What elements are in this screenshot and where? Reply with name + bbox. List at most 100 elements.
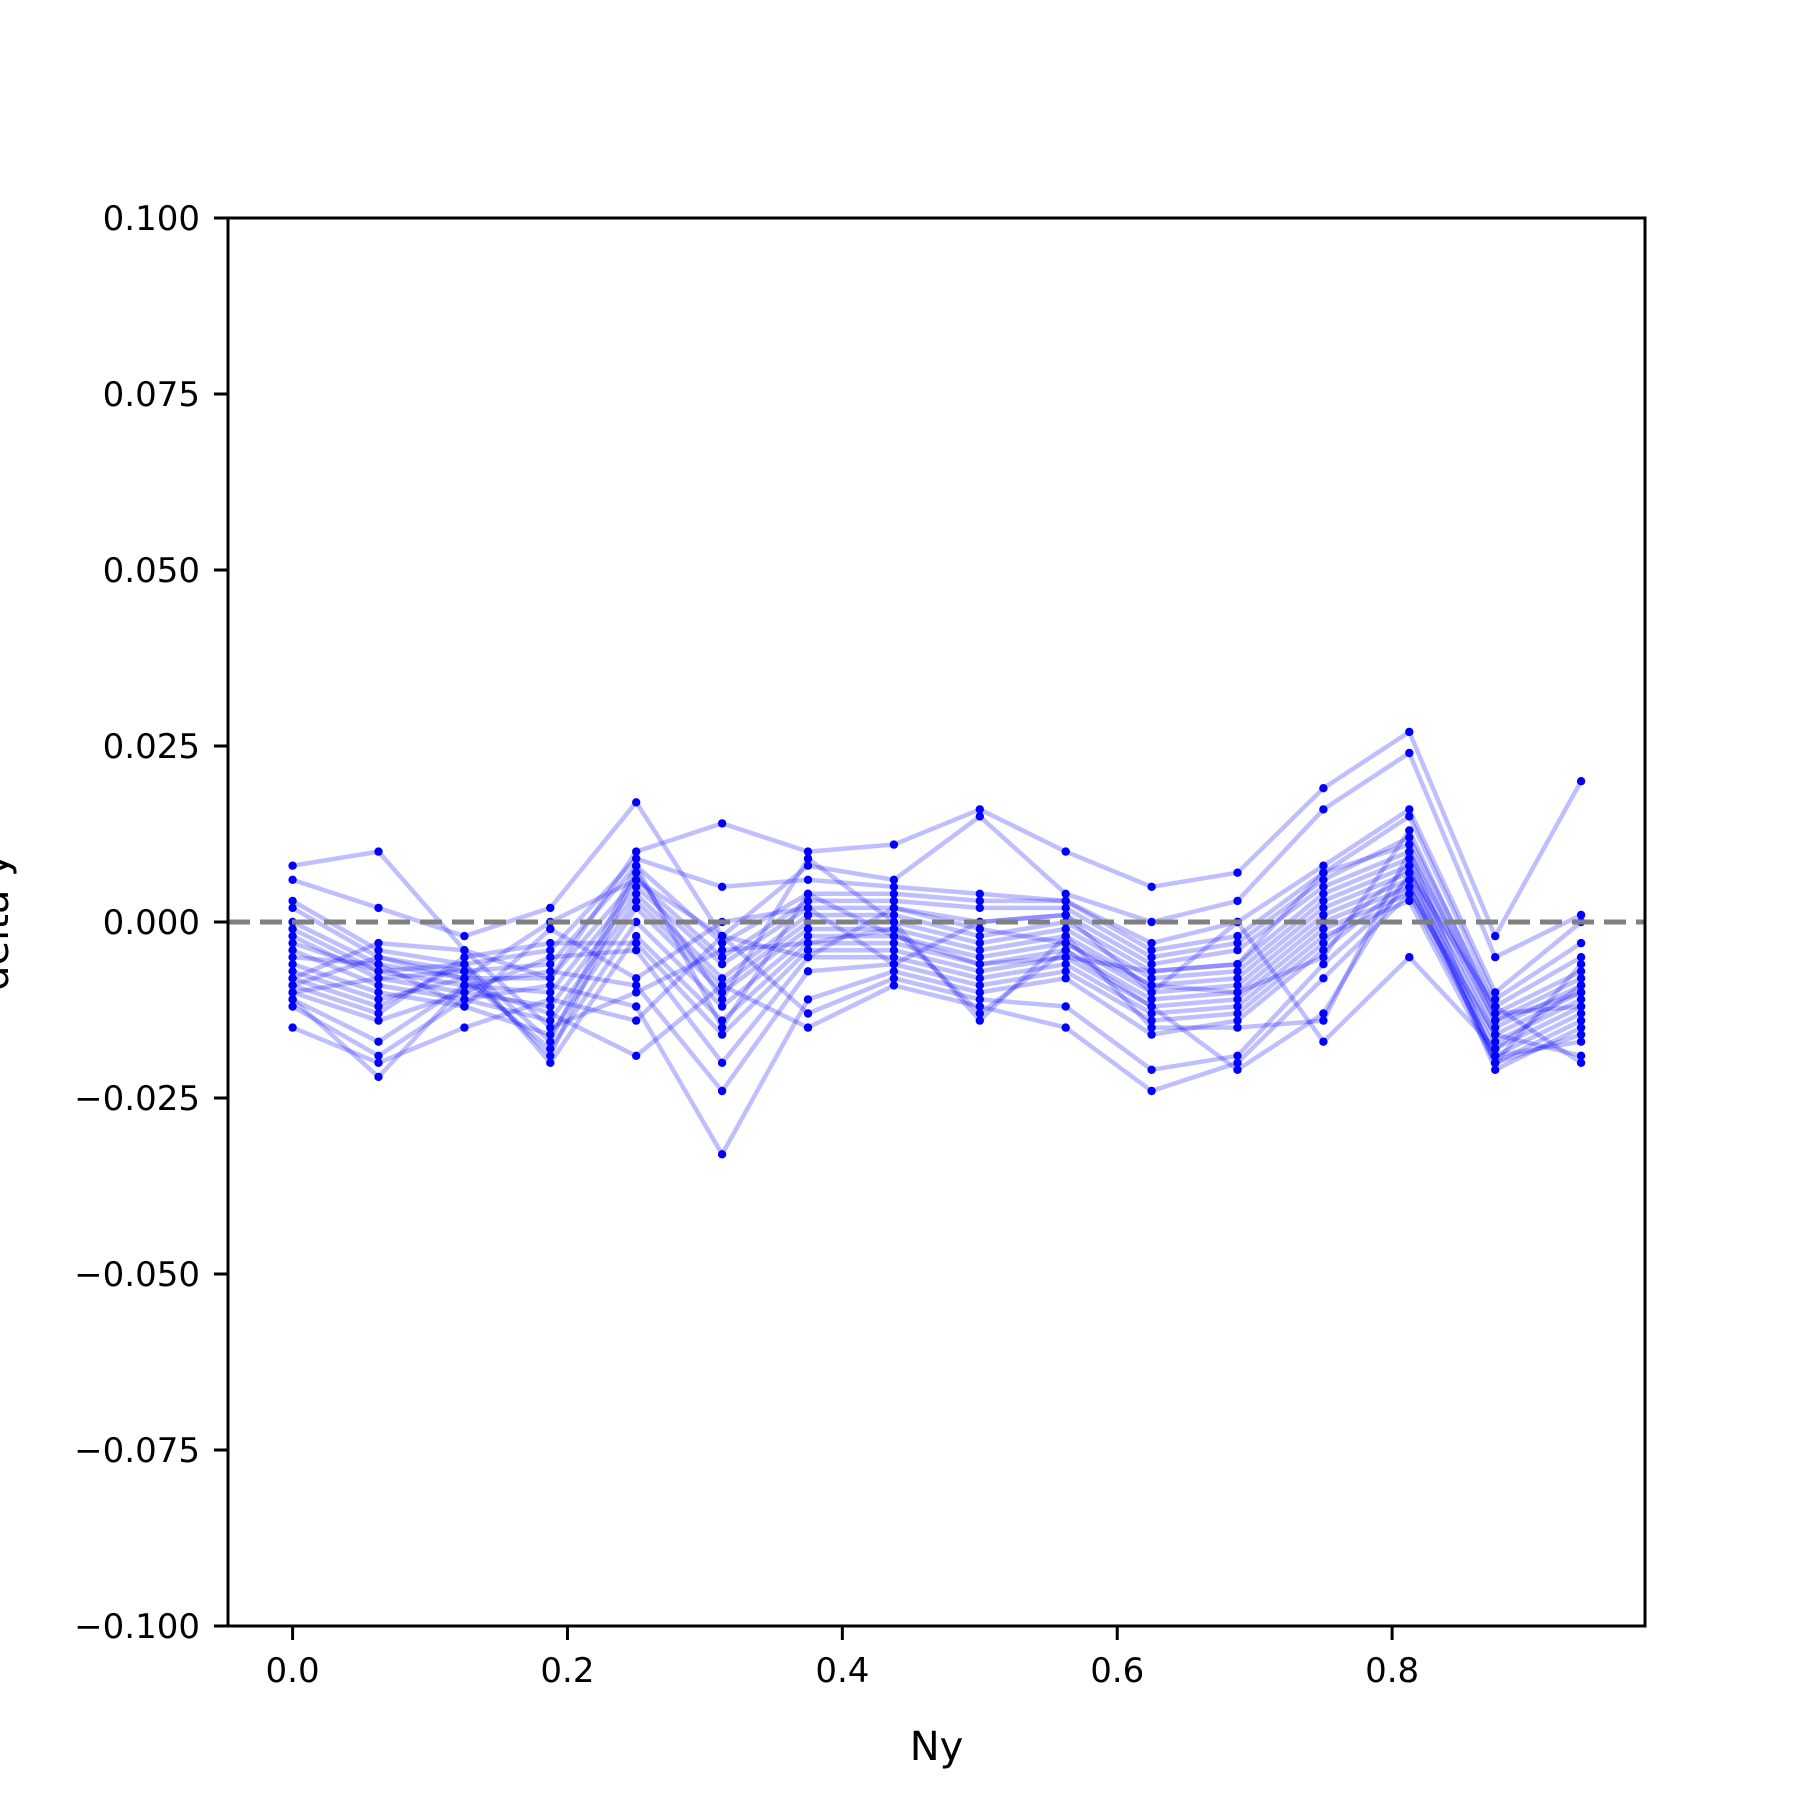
data-point bbox=[975, 1016, 984, 1025]
data-point bbox=[1576, 1058, 1586, 1068]
data-point bbox=[1233, 1023, 1242, 1032]
data-point bbox=[546, 1044, 555, 1053]
data-point bbox=[1576, 1009, 1586, 1018]
y-axis-label: delta y bbox=[0, 853, 18, 991]
data-point bbox=[717, 1150, 727, 1159]
data-point bbox=[288, 1023, 297, 1032]
data-point bbox=[288, 974, 297, 983]
data-point bbox=[1576, 777, 1586, 786]
data-point bbox=[975, 938, 984, 948]
data-point bbox=[803, 995, 813, 1004]
data-point bbox=[1491, 1058, 1500, 1068]
data-point bbox=[632, 988, 641, 997]
series-line-11 bbox=[291, 884, 1583, 1066]
data-point bbox=[975, 931, 984, 941]
data-point bbox=[1405, 896, 1414, 906]
data-point bbox=[1233, 868, 1242, 877]
data-point bbox=[288, 924, 297, 934]
data-point bbox=[975, 974, 984, 983]
data-point bbox=[546, 1030, 555, 1039]
data-point bbox=[1491, 1065, 1500, 1075]
x-tick-label: 0.6 bbox=[1090, 1651, 1144, 1691]
data-point bbox=[1147, 938, 1156, 948]
data-point bbox=[1061, 946, 1070, 955]
data-point bbox=[632, 875, 641, 884]
y-tick-label: −0.100 bbox=[74, 1607, 200, 1647]
data-point bbox=[803, 967, 813, 976]
data-point bbox=[1147, 1002, 1156, 1011]
data-point bbox=[717, 974, 727, 983]
data-point bbox=[803, 1009, 813, 1018]
data-point bbox=[1576, 938, 1586, 948]
data-point bbox=[1405, 840, 1414, 849]
data-point bbox=[460, 995, 469, 1004]
data-point bbox=[1405, 953, 1414, 962]
data-point bbox=[975, 981, 984, 990]
data-point bbox=[1233, 1016, 1242, 1025]
data-point bbox=[975, 953, 984, 962]
data-point bbox=[288, 931, 297, 941]
data-point bbox=[889, 981, 899, 990]
data-point bbox=[1576, 995, 1586, 1004]
data-point bbox=[288, 988, 297, 997]
data-point bbox=[889, 875, 899, 884]
data-point bbox=[975, 1009, 984, 1018]
data-point bbox=[632, 1051, 641, 1061]
data-point bbox=[1405, 812, 1414, 821]
data-point bbox=[889, 967, 899, 976]
data-point bbox=[1491, 1051, 1500, 1061]
data-point bbox=[1576, 1002, 1586, 1011]
data-point bbox=[1405, 854, 1414, 863]
data-point bbox=[374, 995, 383, 1004]
data-point bbox=[1147, 946, 1156, 955]
data-point bbox=[1061, 924, 1070, 934]
y-tick-label: 0.075 bbox=[103, 375, 200, 415]
data-point bbox=[889, 889, 899, 898]
data-point bbox=[632, 798, 641, 807]
data-point bbox=[1491, 1030, 1500, 1039]
series-line-4 bbox=[291, 814, 1583, 1002]
x-axis-label: Ny bbox=[910, 1724, 964, 1770]
data-point bbox=[1147, 882, 1156, 891]
data-point bbox=[1233, 995, 1242, 1004]
data-point bbox=[1319, 784, 1328, 793]
data-point bbox=[889, 960, 899, 969]
y-tick-label: 0.100 bbox=[103, 199, 200, 239]
data-point bbox=[889, 974, 899, 983]
data-point bbox=[803, 953, 813, 962]
y-tick-label: −0.050 bbox=[74, 1255, 200, 1295]
plot-frame bbox=[226, 216, 1647, 1628]
data-point bbox=[1147, 1016, 1156, 1025]
data-point bbox=[1405, 826, 1414, 835]
series-line-21 bbox=[291, 828, 1582, 1016]
data-point bbox=[1233, 1009, 1242, 1018]
y-tick-label: −0.025 bbox=[74, 1079, 200, 1119]
data-point bbox=[1233, 1065, 1242, 1075]
data-point bbox=[460, 1002, 469, 1011]
data-point bbox=[374, 953, 383, 962]
data-point bbox=[374, 938, 383, 948]
data-point bbox=[460, 931, 469, 941]
series-line-13 bbox=[291, 898, 1583, 1066]
y-tick-label: −0.075 bbox=[74, 1431, 200, 1471]
data-point bbox=[803, 847, 813, 856]
data-point bbox=[632, 931, 641, 941]
data-point bbox=[803, 875, 813, 884]
data-point bbox=[1061, 938, 1070, 948]
data-point bbox=[460, 1023, 469, 1032]
y-tick-label: 0.000 bbox=[103, 903, 200, 943]
data-point bbox=[374, 1009, 383, 1018]
data-point bbox=[975, 995, 984, 1004]
data-point bbox=[1319, 974, 1328, 983]
data-point bbox=[1233, 988, 1242, 997]
series-line-7 bbox=[291, 856, 1583, 1023]
data-point bbox=[1405, 875, 1414, 884]
data-point bbox=[632, 981, 641, 990]
data-point bbox=[1319, 924, 1328, 934]
data-point bbox=[1491, 995, 1500, 1004]
data-point bbox=[1147, 1030, 1156, 1039]
data-point bbox=[975, 1002, 984, 1011]
data-point bbox=[975, 903, 984, 913]
series-line-10 bbox=[291, 877, 1583, 1051]
data-point bbox=[717, 938, 727, 948]
